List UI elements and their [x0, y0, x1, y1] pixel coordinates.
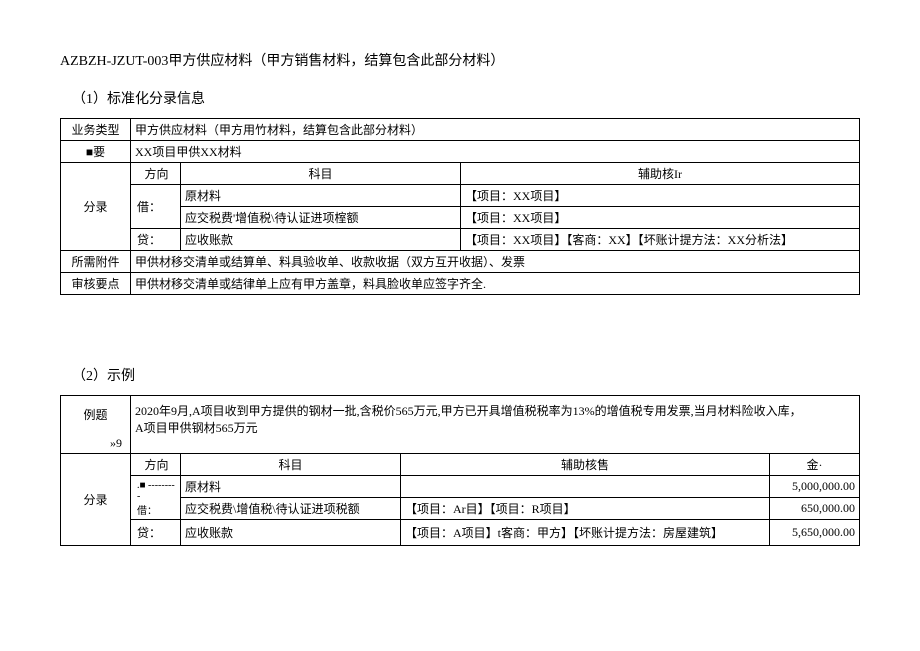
standard-entry-table: 业务类型 甲方供应材料（甲方用竹材料，结算包含此部分材料） ■要 XX项目甲供X… [60, 118, 860, 295]
col-amt-2: 金· [770, 453, 860, 475]
ex-text2: A项目甲供钢材565万元 [135, 421, 258, 435]
section-1-title: （1）标准化分录信息 [60, 88, 860, 108]
col-aux: 辅助核Ir [461, 163, 860, 185]
r2-amt-2: 650,000.00 [770, 497, 860, 519]
col-dir: 方向 [131, 163, 181, 185]
biztype-label: 业务类型 [61, 119, 131, 141]
col-dir-2: 方向 [131, 453, 181, 475]
r3-aux: 【项目：XX项目】【客商：XX】【坏账计提方法：XX分析法】 [461, 229, 860, 251]
example-text: 2020年9月,A项目收到甲方提供的钢材一批,含税价565万元,甲方已开具增值税… [131, 396, 860, 454]
example-label: 例题 [61, 396, 131, 434]
r1-dir: 借： [131, 185, 181, 229]
attach-value: 甲供材移交清单或结算单、料具验收单、收款收据（双方互开收据）、发票 [131, 251, 860, 273]
r2-aux: 【项目：XX项目】 [461, 207, 860, 229]
section-2-title: （2）示例 [60, 365, 860, 385]
col-aux-2: 辅助核售 [401, 453, 770, 475]
yao-value: XX项目甲供XX材料 [131, 141, 860, 163]
r2-aux-2: 【项目：Ar目】【项目：R项目】 [401, 497, 770, 519]
r1-aux: 【项目：XX项目】 [461, 185, 860, 207]
r3-aux-2: 【项目：A项目】t客商：甲方】【坏账计提方法：房屋建筑】 [401, 519, 770, 545]
r1-aux-2 [401, 475, 770, 497]
r3-subj: 应收账款 [181, 229, 461, 251]
biztype-value: 甲方供应材料（甲方用竹材料，结算包含此部分材料） [131, 119, 860, 141]
example-table: 例题 2020年9月,A项目收到甲方提供的钢材一批,含税价565万元,甲方已开具… [60, 395, 860, 546]
attach-label: 所需附件 [61, 251, 131, 273]
example-sub: »9 [61, 434, 131, 454]
r2-subj: 应交税费'增值税\待认证进项榁额 [181, 207, 461, 229]
col-subj: 科目 [181, 163, 461, 185]
audit-label: 审核要点 [61, 273, 131, 295]
entry-label-2: 分录 [61, 453, 131, 545]
r1-subj: 原材料 [181, 185, 461, 207]
audit-value: 甲供材移交清单或结律单上应有甲方盖章，料具脸收单应签字齐全. [131, 273, 860, 295]
col-subj-2: 科目 [181, 453, 401, 475]
r1-amt-2: 5,000,000.00 [770, 475, 860, 497]
document-title: AZBZH-JZUT-003甲方供应材料（甲方销售材料，结算包含此部分材料） [60, 50, 860, 70]
r2-subj-2: 应交税费\增值税\待认证进项税额 [181, 497, 401, 519]
ex-text1: 2020年9月,A项目收到甲方提供的钢材一批,含税价565万元,甲方已开具增值税… [135, 404, 802, 418]
yao-label: ■要 [61, 141, 131, 163]
r1-subj-2: 原材料 [181, 475, 401, 497]
r1-dir-2: .■ --------- 借： [131, 475, 181, 519]
entry-label: 分录 [61, 163, 131, 251]
r3-amt-2: 5,650,000.00 [770, 519, 860, 545]
r3-subj-2: 应收账款 [181, 519, 401, 545]
r3-dir: 贷： [131, 229, 181, 251]
r3-dir-2: 贷： [131, 519, 181, 545]
